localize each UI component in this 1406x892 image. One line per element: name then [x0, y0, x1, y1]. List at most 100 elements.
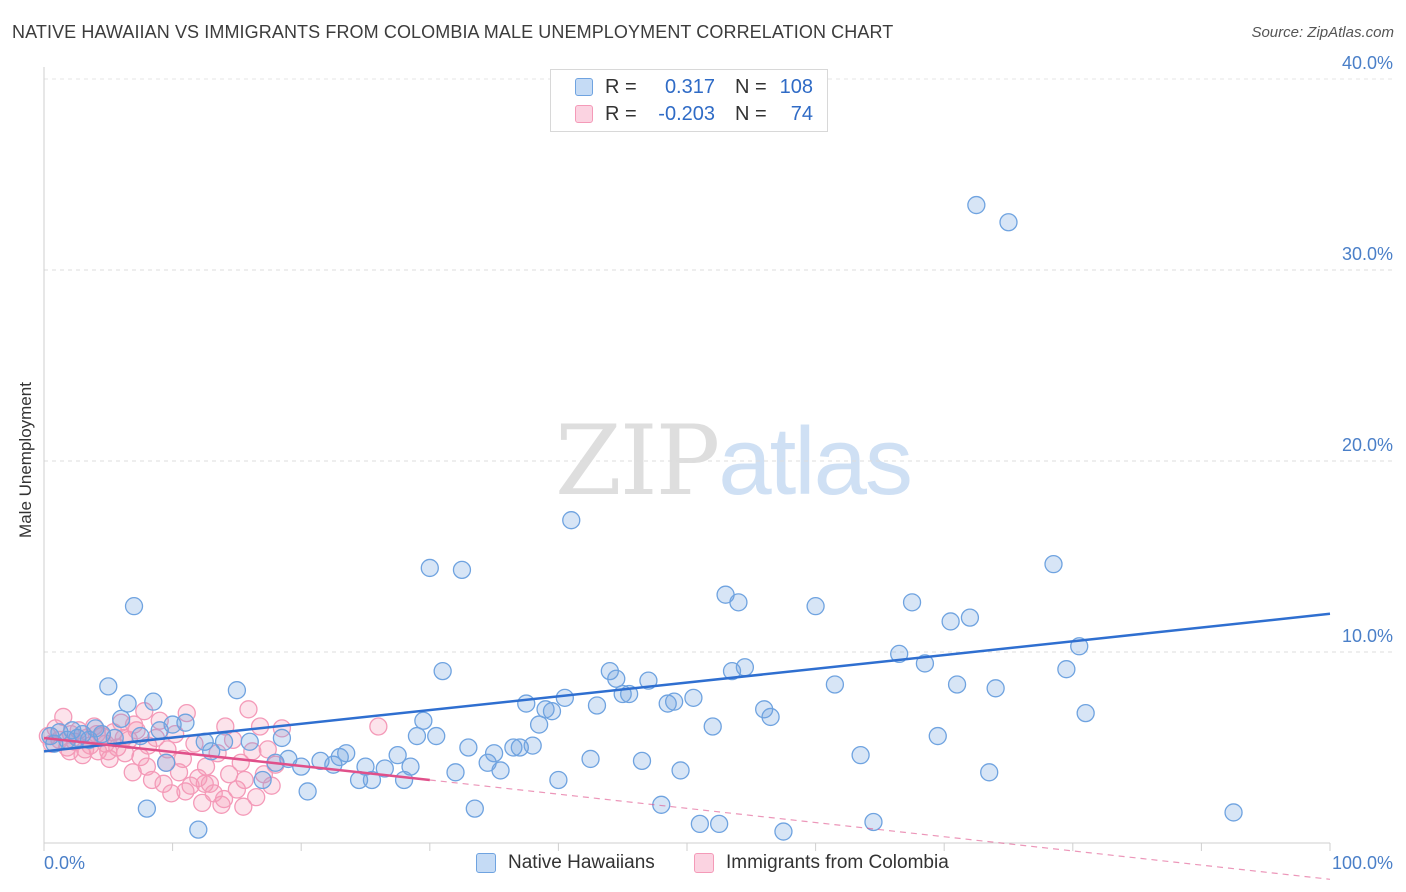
native-hawaiian-point — [517, 694, 536, 713]
native-hawaiian-point — [710, 814, 729, 834]
native-hawaiian-point — [124, 597, 144, 616]
correlation-legend: R = 0.317 N = 108 R = -0.203 N = 74 — [550, 69, 828, 132]
native-hawaiian-point — [446, 763, 465, 782]
native-hawaiian-point — [690, 814, 710, 834]
native-hawaiian-point — [272, 728, 292, 748]
y-tick-label: 40.0% — [1342, 53, 1393, 73]
colombia-point — [239, 700, 258, 719]
colombia-point — [137, 757, 157, 776]
native-hawaiian-point — [761, 707, 780, 727]
native-hawaiian-point — [484, 744, 504, 763]
native-hawaiian-point — [375, 759, 394, 778]
colombia-point — [154, 774, 173, 793]
legend-n-label: N = — [735, 75, 767, 98]
legend-swatch-blue — [476, 853, 496, 873]
native-hawaiian-point — [581, 749, 600, 769]
colombia-point — [369, 717, 388, 736]
colombia-point — [262, 776, 281, 795]
legend-swatch-pink — [694, 853, 714, 873]
native-hawaiian-point — [774, 822, 793, 841]
chart-title: NATIVE HAWAIIAN VS IMMIGRANTS FROM COLOM… — [12, 22, 894, 42]
colombia-point — [196, 757, 216, 776]
colombia-point — [181, 776, 200, 795]
native-hawaiian-point — [112, 709, 131, 728]
legend-label: Native Hawaiians — [508, 852, 655, 873]
native-hawaiian-trendline — [43, 612, 1331, 753]
legend-r-value: -0.203 — [658, 102, 715, 125]
native-hawaiian-point — [433, 661, 452, 681]
watermark: ZIPatlas — [555, 405, 913, 517]
legend-item-colombia[interactable]: Immigrants from Colombia — [694, 852, 949, 874]
native-hawaiian-point — [362, 770, 382, 790]
native-hawaiian-point — [986, 679, 1005, 698]
native-hawaiian-point — [253, 770, 272, 790]
colombia-point — [214, 789, 234, 809]
native-hawaiian-point — [452, 560, 472, 580]
native-hawaiian-point — [607, 669, 626, 688]
source-credit: Source: ZipAtlas.com — [1251, 24, 1394, 41]
native-hawaiian-point — [864, 812, 883, 832]
native-hawaiian-point — [729, 593, 748, 612]
colombia-point — [142, 770, 162, 790]
native-hawaiian-point — [825, 675, 845, 694]
y-tick-label: 30.0% — [1342, 244, 1393, 264]
native-hawaiian-point — [671, 761, 690, 780]
colombia-point — [200, 774, 220, 793]
colombia-point — [247, 788, 266, 807]
native-hawaiian-point — [587, 696, 607, 715]
colombia-point — [272, 719, 292, 738]
legend-row-colombia: R = -0.203 N = 74 — [575, 102, 813, 126]
native-hawaiian-point — [407, 726, 427, 746]
legend-n-value: 108 — [779, 75, 813, 98]
native-hawaiian-point — [947, 675, 967, 694]
native-hawaiian-point — [504, 738, 523, 757]
native-hawaiian-point — [298, 782, 317, 801]
native-hawaiian-point — [144, 692, 163, 711]
native-hawaiian-point — [632, 751, 652, 771]
native-hawaiian-point — [459, 738, 478, 757]
colombia-point — [162, 784, 181, 803]
native-hawaiian-point — [118, 694, 137, 713]
legend-r-value: 0.317 — [664, 75, 715, 98]
native-hawaiian-point — [542, 702, 562, 721]
native-hawaiian-point — [960, 608, 980, 627]
native-hawaiian-point — [639, 671, 658, 690]
legend-r-label: R = — [605, 102, 637, 125]
native-hawaiian-point — [536, 700, 555, 719]
x-tick-label: 100.0% — [1332, 853, 1393, 873]
native-hawaiian-point — [967, 195, 986, 215]
native-hawaiian-point — [555, 688, 574, 707]
colombia-point — [195, 774, 214, 793]
native-hawaiian-point — [465, 799, 484, 818]
native-hawaiian-point — [214, 732, 234, 751]
native-hawaiian-point — [99, 677, 118, 696]
native-hawaiian-point — [176, 713, 195, 732]
native-hawaiian-point — [915, 654, 935, 673]
native-hawaiian-point — [401, 757, 420, 776]
legend-item-native-hawaiians[interactable]: Native Hawaiians — [476, 852, 655, 874]
x-tick-label: 0.0% — [44, 853, 85, 873]
legend-swatch-blue — [575, 78, 593, 96]
native-hawaiian-point — [137, 799, 157, 818]
colombia-point — [177, 703, 196, 723]
native-hawaiian-point — [414, 711, 433, 730]
native-hawaiian-point — [806, 597, 825, 616]
colombia-point — [234, 797, 253, 816]
native-hawaiian-point — [491, 761, 510, 780]
native-hawaiian-point — [427, 726, 446, 746]
native-hawaiian-point — [851, 745, 870, 765]
native-hawaiian-point — [652, 795, 671, 814]
native-hawaiian-point — [902, 593, 922, 612]
native-hawaiian-point — [189, 820, 208, 839]
native-hawaiian-point — [523, 736, 542, 755]
native-hawaiian-point — [999, 213, 1018, 232]
native-hawaiian-point — [735, 658, 755, 677]
series-legend: Native Hawaiians Immigrants from Colombi… — [0, 852, 1406, 878]
native-hawaiian-point — [227, 681, 247, 700]
colombia-point — [235, 770, 254, 790]
colombia-point — [54, 707, 73, 727]
legend-n-label: N = — [735, 102, 767, 125]
native-hawaiian-point — [240, 732, 259, 751]
legend-r-label: R = — [605, 75, 637, 98]
